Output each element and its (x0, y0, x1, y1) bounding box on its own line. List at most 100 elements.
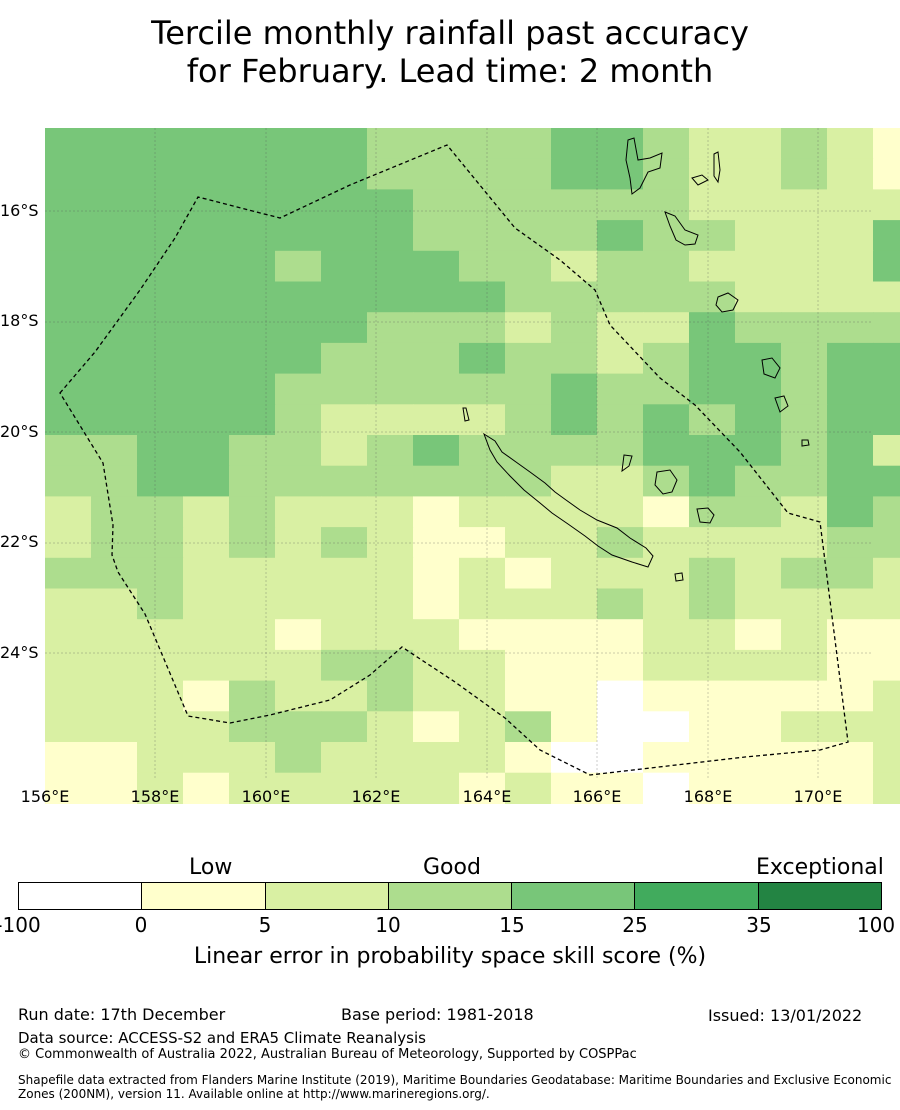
skill-cell (689, 220, 736, 252)
skill-cell (275, 158, 322, 190)
skill-cell (45, 128, 92, 160)
skill-cell (413, 128, 460, 160)
skill-cell (183, 128, 230, 160)
skill-cell (827, 312, 874, 344)
skill-cell (643, 342, 690, 375)
skill-cell (229, 373, 276, 405)
skill-cell (91, 404, 138, 436)
skill-cell (505, 527, 552, 559)
skill-cell (643, 250, 690, 283)
skill-cell (735, 404, 782, 436)
lon-tick-162e: 162°E (351, 787, 401, 806)
skill-cell (367, 373, 414, 405)
skill-cell (735, 312, 782, 344)
skill-cell (229, 342, 276, 375)
skill-cell (321, 711, 368, 743)
skill-cell (643, 619, 690, 651)
skill-cell (735, 342, 782, 375)
skill-cell (689, 465, 736, 497)
skill-cell (643, 373, 690, 405)
skill-cell (137, 465, 184, 497)
skill-cell (459, 220, 506, 252)
skill-cell (275, 404, 322, 436)
skill-cell (781, 680, 828, 712)
skill-cell (275, 711, 322, 743)
skill-cell (413, 312, 460, 344)
skill-cell (137, 404, 184, 436)
skill-cell (873, 220, 900, 252)
issued-date: Issued: 13/01/2022 (708, 1006, 863, 1025)
coastlines (462, 137, 810, 582)
skill-cell (459, 742, 506, 774)
skill-cell (45, 649, 92, 682)
skill-cell (413, 772, 460, 804)
skill-cell (229, 772, 276, 804)
legend-category-exceptional: Exceptional (756, 855, 884, 880)
skill-cell (597, 465, 644, 497)
skill-cell (183, 496, 230, 528)
data-source: Data source: ACCESS-S2 and ERA5 Climate … (18, 1029, 426, 1047)
skill-cell (827, 250, 874, 283)
skill-cell (735, 649, 782, 682)
skill-cell (551, 158, 598, 190)
lon-tick-164e: 164°E (462, 787, 512, 806)
skill-cell (183, 189, 230, 221)
skill-cell (643, 588, 690, 620)
skill-cell (137, 342, 184, 375)
skill-cell (137, 649, 184, 682)
malakula-coast (664, 211, 699, 246)
skill-cell (781, 158, 828, 190)
skill-cell (91, 158, 138, 190)
skill-cell (321, 250, 368, 283)
skill-cell (137, 373, 184, 405)
skill-cell (643, 312, 690, 344)
colorbar-label: Linear error in probability space skill … (193, 944, 707, 969)
skill-cell (597, 250, 644, 283)
belep-islet (462, 407, 470, 422)
skill-grid (45, 128, 900, 804)
skill-cell (413, 527, 460, 559)
ambae-coast (691, 174, 709, 186)
skill-cell (275, 496, 322, 528)
colorbar-bin-2 (142, 883, 266, 909)
shapefile-credit-line-1: Shapefile data extracted from Flanders M… (18, 1073, 892, 1087)
skill-cell (827, 588, 874, 620)
skill-cell (91, 342, 138, 375)
skill-cell (597, 373, 644, 405)
skill-cell (413, 220, 460, 252)
skill-cell (91, 496, 138, 528)
skill-cell (597, 312, 644, 344)
skill-cell (689, 680, 736, 712)
skill-cell (459, 711, 506, 743)
skill-cell (735, 189, 782, 221)
lat-tick-24s: 24°S (0, 643, 39, 662)
skill-cell (91, 281, 138, 313)
skill-cell (321, 220, 368, 252)
skill-cell (91, 465, 138, 497)
skill-cell (275, 281, 322, 313)
skill-cell (367, 404, 414, 436)
skill-cell (413, 158, 460, 190)
skill-cell (873, 128, 900, 160)
skill-cell (413, 711, 460, 743)
skill-cell (45, 281, 92, 313)
loyalty-island-ouvea (621, 454, 633, 473)
skill-cell (873, 250, 900, 283)
skill-cell (827, 373, 874, 405)
skill-cell (183, 680, 230, 712)
skill-cell (689, 742, 736, 774)
colorbar-tick: 0 (134, 913, 148, 937)
skill-cell (873, 189, 900, 221)
skill-cell (551, 220, 598, 252)
skill-cell (643, 742, 690, 774)
skill-cell (505, 435, 552, 467)
skill-cell (137, 158, 184, 190)
skill-cell (413, 342, 460, 375)
skill-cell (689, 281, 736, 313)
skill-cell (551, 465, 598, 497)
skill-cell (321, 772, 368, 804)
skill-cell (45, 711, 92, 743)
skill-cell (275, 435, 322, 467)
skill-cell (275, 619, 322, 651)
skill-cell (275, 465, 322, 497)
